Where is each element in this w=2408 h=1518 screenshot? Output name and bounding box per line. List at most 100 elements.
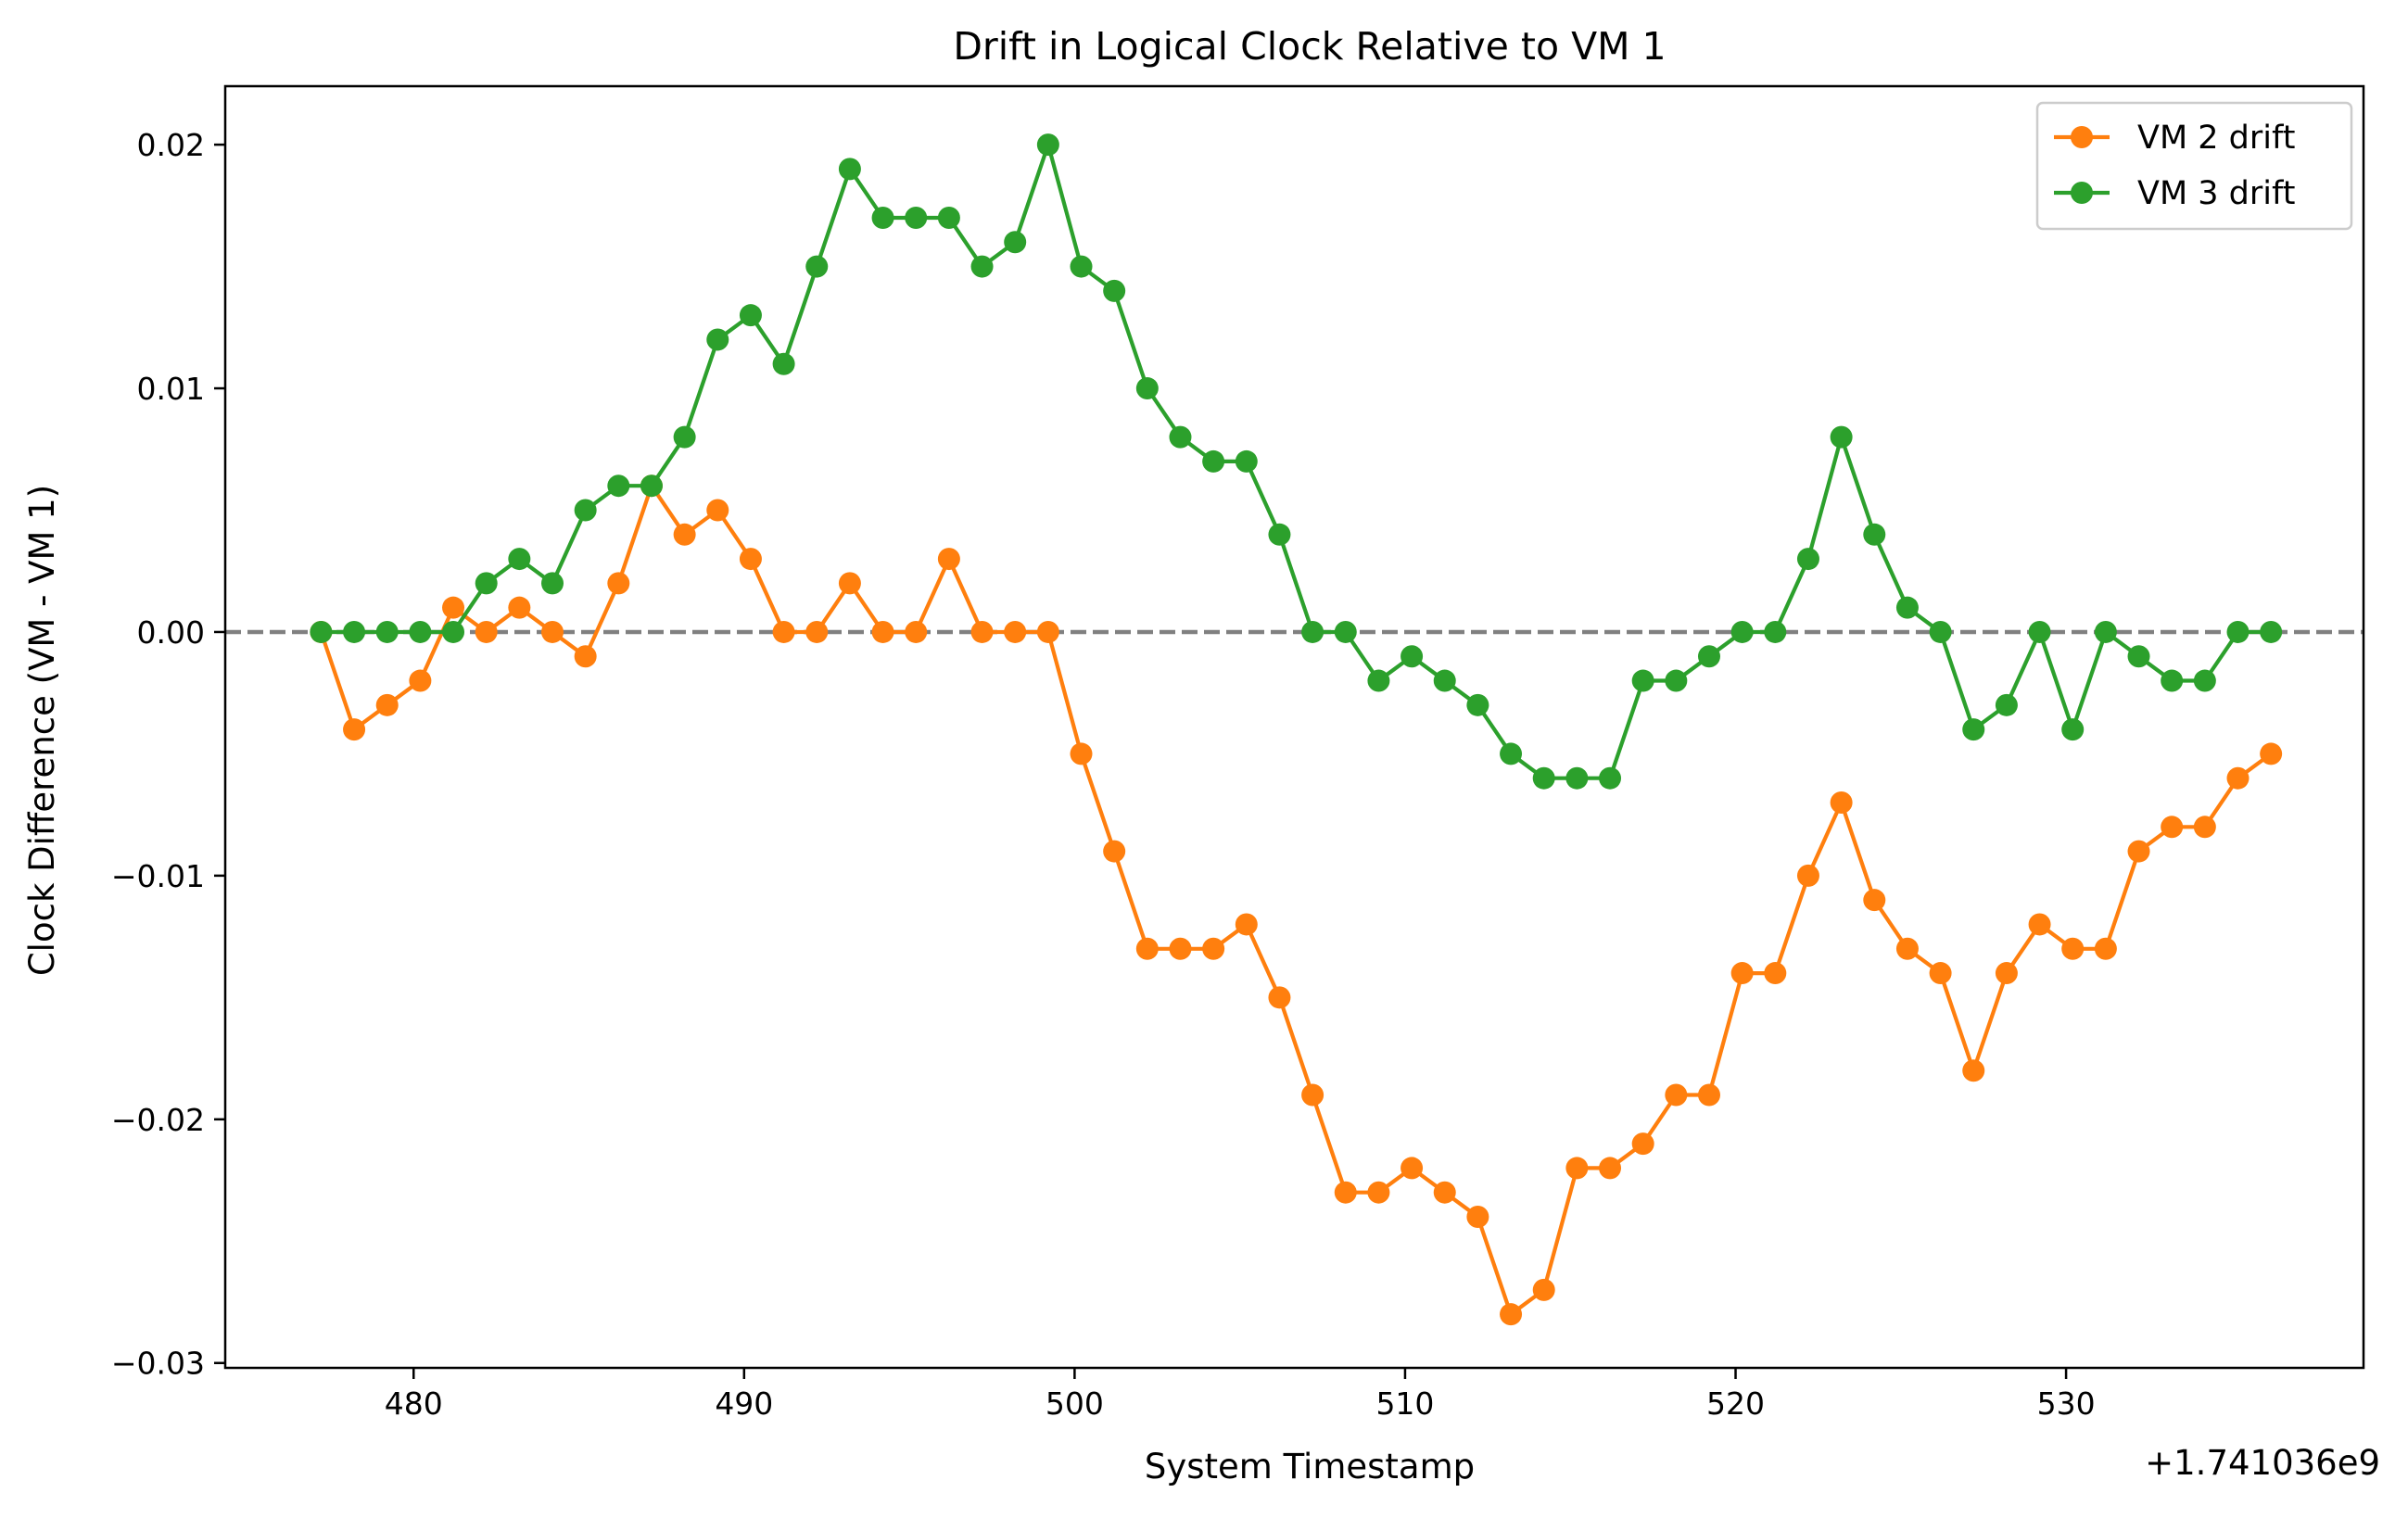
series-1-point [1500, 1303, 1523, 1326]
series-1-point [1466, 1205, 1489, 1228]
series-1-point [1202, 937, 1225, 960]
series-2-point [2161, 669, 2184, 692]
series-1-point [739, 548, 762, 571]
series-1-point [1665, 1083, 1688, 1107]
series-1-point [1169, 937, 1192, 960]
series-2 [310, 133, 2283, 790]
series-2-point [1697, 645, 1720, 668]
series-1-point [1929, 962, 1952, 985]
series-1-point [442, 596, 465, 619]
series-1-point [1730, 962, 1754, 985]
series-2-point [838, 158, 861, 181]
series-2-point [1929, 620, 1952, 643]
series-2-point [1895, 596, 1919, 619]
series-2-point [1004, 231, 1027, 254]
series-2-point [1103, 279, 1126, 302]
plot-frame [223, 84, 2365, 1370]
x-tick-label: 510 [1375, 1385, 1434, 1422]
series-1-point [1135, 937, 1159, 960]
series-1-point [1565, 1157, 1589, 1180]
y-tick-label: 0.02 [137, 127, 205, 163]
series-1-point [2061, 937, 2085, 960]
series-1-point [772, 620, 795, 643]
series-2-point [1400, 645, 1424, 668]
series-2-point [937, 206, 960, 229]
series-2-point [1036, 133, 1059, 157]
series-2-point [1433, 669, 1456, 692]
series-1-point [475, 620, 498, 643]
series-2-point [1135, 377, 1159, 400]
series-1-point [574, 645, 597, 668]
series-2-point [1665, 669, 1688, 692]
series-1-point [2193, 816, 2216, 839]
series-2-point [1334, 620, 1357, 643]
series-1-point [1830, 791, 1853, 815]
legend-label-1: VM 2 drift [2137, 120, 2295, 157]
series-1-point [1070, 742, 1093, 765]
series-1-point [1235, 913, 1258, 936]
series-2-point [2193, 669, 2216, 692]
series-1-point [2161, 816, 2184, 839]
x-tick-label: 480 [385, 1385, 443, 1422]
series-1-point [1995, 962, 2018, 985]
series-2-point [2061, 718, 2085, 741]
series-2-point [1995, 693, 2018, 716]
legend-label-2: VM 3 drift [2137, 175, 2295, 212]
series-2-point [2260, 620, 2283, 643]
series-2-point [1202, 449, 1225, 473]
series-1-point [508, 596, 531, 619]
series-2-point [739, 304, 762, 327]
series-1-point [706, 499, 729, 522]
series-2-point [1830, 425, 1853, 449]
series-2-point [905, 206, 928, 229]
series-1-point [2260, 742, 2283, 765]
series-1-point [970, 620, 994, 643]
series-1-point [905, 620, 928, 643]
series-2-point [2094, 620, 2117, 643]
series-2-point [442, 620, 465, 643]
series-2-point [871, 206, 894, 229]
series-2-point [1631, 669, 1654, 692]
series-2-point [2127, 645, 2150, 668]
series-1-point [1863, 889, 1886, 912]
series-2-point [1070, 255, 1093, 278]
series-2-point [805, 255, 829, 278]
series-2-point [1730, 620, 1754, 643]
series-2-point [1962, 718, 1985, 741]
series-1-point [2028, 913, 2051, 936]
series-1-point [541, 620, 564, 643]
x-tick-label: 500 [1046, 1385, 1104, 1422]
series-2-point [1466, 693, 1489, 716]
series-1-point [1796, 864, 1819, 887]
series-1-line [319, 484, 2273, 1317]
x-tick-label: 530 [2037, 1385, 2096, 1422]
plot-area: 480 490 500 510 520 530 −0.03 −0.02 −0.01 0.00 0.0… [111, 84, 2365, 1422]
legend: VM 2 drift VM 3 drift [2035, 101, 2353, 231]
series-2-point [607, 474, 630, 498]
series-2-point [1169, 425, 1192, 449]
series-1-point [1532, 1278, 1555, 1301]
series-1-point [1697, 1083, 1720, 1107]
series-1-point [409, 669, 432, 692]
series-2-point [310, 620, 333, 643]
series-2-point [574, 499, 597, 522]
series-2-point [1565, 766, 1589, 790]
y-tick-label: −0.01 [111, 858, 205, 894]
series-1-point [1036, 620, 1059, 643]
series-2-point [1863, 523, 1886, 546]
series-2-point [1367, 669, 1390, 692]
series-1-point [1367, 1181, 1390, 1204]
legend-box [2035, 101, 2353, 231]
series-2-point [475, 572, 498, 595]
series-2-point [508, 548, 531, 571]
series-1-point [1599, 1157, 1622, 1180]
series-1-point [673, 523, 696, 546]
series-2-point [1532, 766, 1555, 790]
series-2-point [1235, 449, 1258, 473]
series-1-point [1103, 840, 1126, 863]
series-1-point [1301, 1083, 1324, 1107]
series-1-point [1962, 1059, 1985, 1082]
series-1-point [871, 620, 894, 643]
series-2-point [541, 572, 564, 595]
